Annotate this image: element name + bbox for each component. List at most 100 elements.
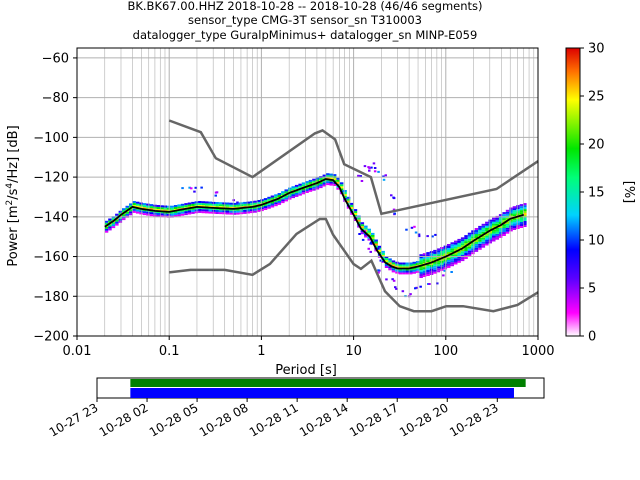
heatmap-cell [118,210,123,213]
heatmap-cell [243,201,247,204]
heatmap-cell [371,236,375,239]
heatmap-cell [229,212,233,215]
heatmap-cell [398,262,403,265]
heatmap-cell [488,225,492,228]
heatmap-cell [415,267,420,269]
scatter-upper-bin [193,190,196,193]
heatmap-cell [301,190,306,193]
heatmap-cell [187,210,192,213]
heatmap-cell [205,211,209,214]
heatmap-cell [225,202,230,205]
heatmap-cell [305,183,309,186]
heatmap-cell [218,212,223,215]
heatmap-cell [108,218,112,221]
heatmap-cell [239,204,244,207]
heatmap-cell [170,211,174,214]
heatmap-cell [377,245,382,248]
heatmap-cell [281,199,285,202]
heatmap-cell [433,261,437,264]
heatmap-cell [384,260,389,262]
scatter-lower-bin [450,271,453,273]
heatmap-cell [198,207,202,209]
heatmap-cell [308,185,313,188]
heatmap-cell [498,234,503,236]
heatmap-cell [478,247,482,250]
y-tick-label: −120 [33,171,69,186]
heatmap-cell [236,212,240,215]
heatmap-cell [139,210,143,213]
heatmap-cell [409,262,413,265]
heatmap-cell [498,232,503,234]
scatter-upper-bin [426,235,429,238]
heatmap-cell [495,217,499,220]
colorbar-tick-label: 15 [588,186,605,201]
heatmap-cell [253,206,257,209]
heatmap-cell [350,202,354,205]
scatter-lower-bin [358,233,361,235]
heatmap-cell [201,211,206,214]
heatmap-cell [402,268,406,271]
heatmap-cell [516,219,520,221]
heatmap-cell [512,214,517,217]
heatmap-cell [512,218,517,221]
heatmap-cell [118,220,123,223]
heatmap-cell [523,207,527,210]
colorbar-tick-label: 30 [588,42,605,57]
heatmap-cell [467,252,472,255]
heatmap-cell [270,201,275,204]
heatmap-cell [326,177,330,180]
heatmap-cell [426,268,430,270]
heatmap-cell [142,207,147,210]
heatmap-cell [288,193,292,196]
heatmap-cell [391,270,396,273]
heatmap-cell [305,181,309,184]
heatmap-cell [492,237,496,240]
heatmap-cell [298,191,302,194]
heatmap-cell [198,210,202,213]
heatmap-cell [329,177,333,180]
heatmap-cell [450,260,454,263]
heatmap-cell [464,253,468,255]
heatmap-cell [488,237,492,240]
heatmap-cell [422,259,427,262]
heatmap-cell [184,213,188,216]
heatmap-cell [267,204,271,207]
heatmap-cell [256,209,261,212]
heatmap-cell [142,203,147,206]
heatmap-cell [381,252,385,255]
heatmap-cell [208,209,212,212]
heatmap-cell [384,264,389,266]
heatmap-cell [142,205,147,208]
heatmap-cell [339,184,344,187]
heatmap-cell [478,245,482,248]
heatmap-cell [433,257,437,260]
heatmap-cell [519,224,524,226]
heatmap-cell [149,208,154,211]
heatmap-cell [457,250,461,253]
heatmap-cell [398,272,403,275]
heatmap-cell [450,244,454,247]
heatmap-cell [505,225,510,228]
heatmap-cell [460,245,465,248]
heatmap-cell [474,230,479,232]
scatter-upper-bin [373,167,377,169]
heatmap-cell [523,211,527,213]
heatmap-cell [198,201,202,203]
heatmap-cell [388,268,392,271]
heatmap-cell [108,220,112,223]
heatmap-cell [447,259,451,262]
heatmap-cell [433,249,437,252]
heatmap-cell [502,226,506,229]
heatmap-cell [519,220,524,222]
heatmap-cell [495,227,499,230]
nlnm-line [169,217,539,313]
heatmap-cell [315,177,320,180]
heatmap-cell [415,261,420,263]
timeline-coverage-blue [130,388,514,398]
heatmap-cell [388,266,392,269]
heatmap-cell [156,213,161,215]
timeline-tick-label: 10-28 05 [147,400,201,439]
heatmap-cell [336,179,340,182]
